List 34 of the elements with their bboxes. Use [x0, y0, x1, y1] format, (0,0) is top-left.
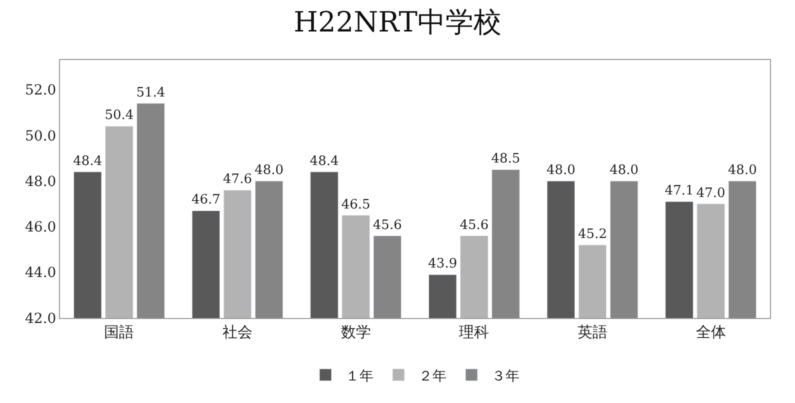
data-label: 48.0 — [254, 163, 284, 178]
data-label: 48.5 — [491, 152, 520, 167]
legend-label: ３年 — [492, 368, 520, 384]
data-label: 45.6 — [460, 218, 489, 233]
data-label: 46.5 — [341, 197, 370, 212]
data-label: 47.0 — [696, 186, 726, 201]
y-tick-label: 48.0 — [25, 174, 56, 190]
y-tick-label: 52.0 — [25, 82, 56, 99]
chart-title: H22NRT中学校 — [294, 6, 502, 39]
data-label: 43.9 — [428, 256, 458, 272]
y-tick-label: 46.0 — [25, 220, 56, 236]
data-label: 47.1 — [664, 184, 694, 199]
data-label: 48.0 — [546, 163, 576, 178]
x-tick-label: 国語 — [104, 323, 134, 341]
legend-label: ２年 — [418, 368, 446, 384]
data-label: 45.6 — [372, 218, 402, 233]
data-label: 48.4 — [310, 154, 339, 169]
y-tick-label: 42.0 — [25, 310, 56, 327]
y-tick-label: 50.0 — [25, 128, 56, 144]
data-label: 45.2 — [578, 226, 607, 242]
data-label: 48.4 — [73, 154, 102, 169]
data-label: 50.4 — [104, 108, 134, 124]
data-label: 51.4 — [136, 85, 166, 100]
data-label: 47.6 — [223, 172, 252, 188]
data-label: 48.0 — [610, 163, 639, 178]
legend-label: １年 — [346, 368, 374, 384]
y-tick-label: 44.0 — [25, 265, 56, 282]
x-tick-label: 数学 — [340, 323, 371, 341]
x-tick-label: 社会 — [222, 323, 252, 341]
x-tick-label: 全体 — [696, 323, 726, 341]
data-label: 46.7 — [191, 192, 220, 208]
x-tick-label: 英語 — [578, 323, 608, 341]
data-label: 48.0 — [728, 163, 757, 178]
x-tick-label: 理科 — [459, 323, 490, 341]
